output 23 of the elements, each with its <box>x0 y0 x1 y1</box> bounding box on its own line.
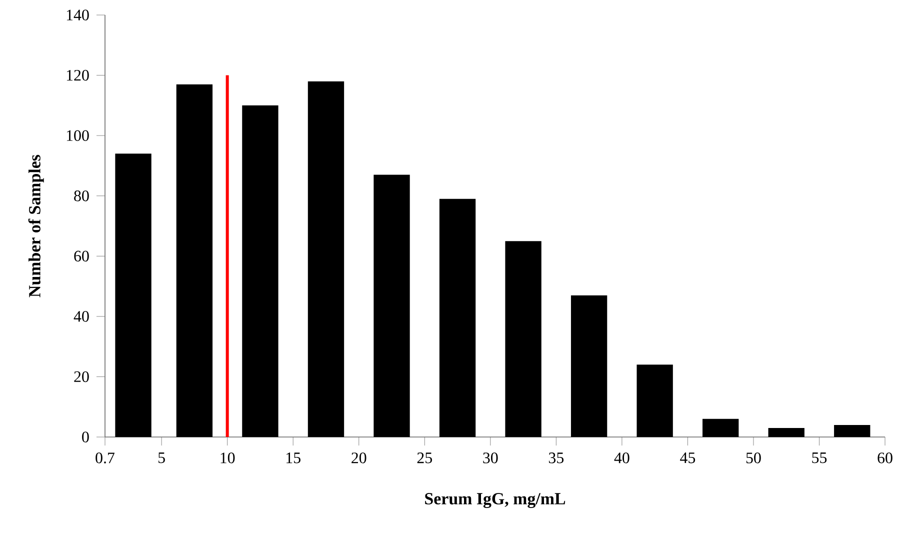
x-axis-title: Serum IgG, mg/mL <box>425 493 566 508</box>
y-axis-title: Number of Samples <box>28 154 44 298</box>
x-tick-label: 25 <box>417 452 432 464</box>
y-tick-label: 80 <box>74 190 89 202</box>
x-tick-label: 5 <box>158 452 165 464</box>
y-tick-label: 120 <box>66 70 89 81</box>
x-tick-label: 10 <box>220 452 235 464</box>
x-tick-label: 55 <box>812 452 827 464</box>
y-tick-label: 60 <box>74 250 89 262</box>
x-tick-label: 0.7 <box>96 452 114 464</box>
x-tick-label: 45 <box>680 452 696 464</box>
x-tick-label: 40 <box>614 452 630 464</box>
y-tick-label: 140 <box>66 10 89 20</box>
y-tick-label: 20 <box>74 371 89 382</box>
x-tick-label: 15 <box>286 452 300 464</box>
y-tick-label: 40 <box>74 311 89 322</box>
y-tick-label: 0 <box>82 432 89 442</box>
y-tick-label: 100 <box>66 130 89 141</box>
x-tick-label: 20 <box>352 452 366 464</box>
x-tick-label: 30 <box>483 452 498 464</box>
x-tick-label: 60 <box>878 452 892 464</box>
x-tick-label: 35 <box>548 452 564 464</box>
x-tick-label: 50 <box>746 452 761 464</box>
